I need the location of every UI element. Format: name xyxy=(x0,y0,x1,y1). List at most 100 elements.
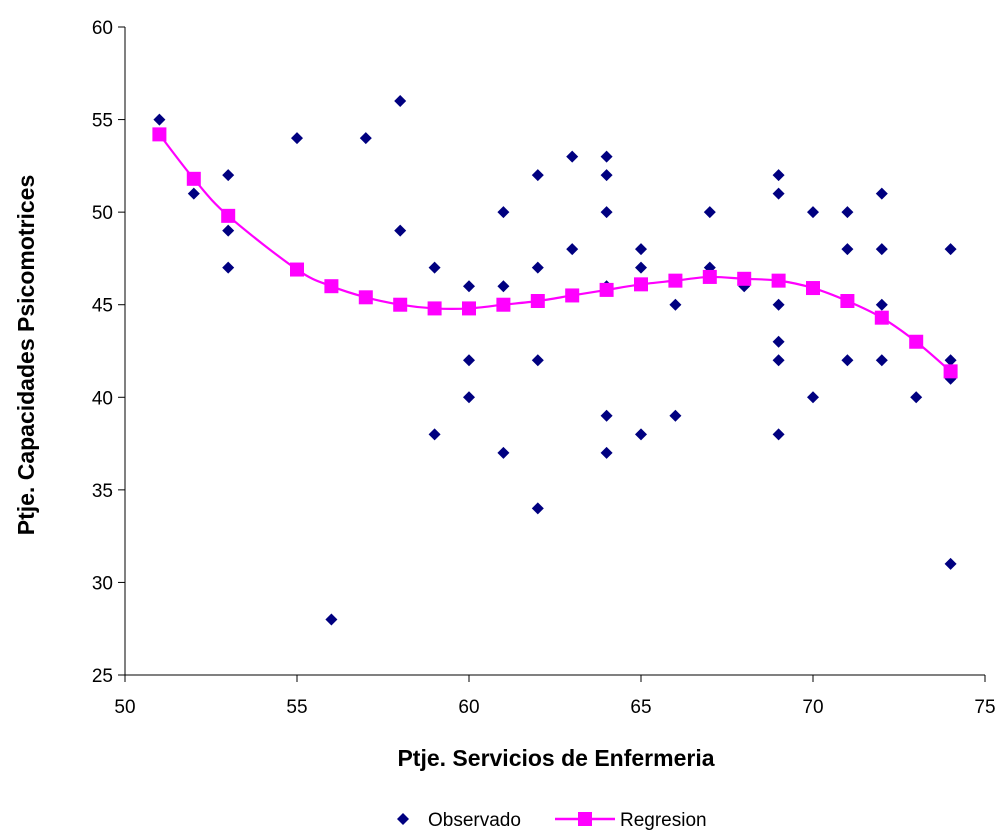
observado-point xyxy=(669,409,682,422)
regresion-point xyxy=(496,297,511,312)
regresion-point xyxy=(358,290,373,305)
observado-point xyxy=(531,502,544,515)
legend-regresion-marker xyxy=(578,812,592,826)
y-tick-label: 25 xyxy=(92,666,113,687)
x-tick-label: 70 xyxy=(802,697,823,718)
observado-point xyxy=(635,261,647,274)
y-tick-label: 50 xyxy=(92,203,113,224)
regresion-point xyxy=(152,127,167,142)
observado-point xyxy=(566,243,579,256)
regresion-point xyxy=(840,294,855,309)
x-tick-label: 50 xyxy=(114,697,135,718)
observado-point xyxy=(841,354,854,367)
observado-point xyxy=(600,446,613,459)
observado-point xyxy=(772,187,785,200)
observado-point xyxy=(222,224,235,237)
observado-point xyxy=(463,280,475,293)
regresion-point xyxy=(530,294,545,309)
observado-point xyxy=(325,613,338,626)
regresion-point xyxy=(874,310,889,325)
observado-point xyxy=(772,354,785,367)
observado-point xyxy=(772,428,785,441)
x-axis: 50 55 60 65 70 75 xyxy=(114,674,996,718)
observado-point xyxy=(669,298,682,311)
observado-point xyxy=(875,354,888,367)
regresion-point xyxy=(806,281,820,296)
y-tick-label: 55 xyxy=(92,111,113,132)
observado-point xyxy=(291,132,303,145)
regresion-point xyxy=(565,288,580,303)
observado-point xyxy=(841,206,854,219)
observado-point xyxy=(153,113,166,126)
observado-point xyxy=(187,187,200,200)
y-tick-label: 45 xyxy=(92,296,113,317)
y-tick-label: 60 xyxy=(92,18,113,39)
observado-point xyxy=(875,187,888,200)
observado-point xyxy=(497,206,510,219)
regresion-point xyxy=(771,273,786,288)
legend-observado-label: Observado xyxy=(428,810,521,831)
observado-point xyxy=(463,354,475,367)
observado-point xyxy=(531,261,544,274)
observado-point xyxy=(807,206,819,219)
regresion-point xyxy=(427,301,442,316)
regresion-point xyxy=(737,271,752,286)
regresion-point xyxy=(462,301,476,316)
regresion-point xyxy=(290,262,304,277)
series-regresion xyxy=(152,127,958,379)
observado-point xyxy=(772,169,785,182)
legend-observado-marker xyxy=(397,813,409,825)
observado-point xyxy=(222,261,235,274)
regresion-point xyxy=(943,364,958,379)
observado-point xyxy=(944,354,957,367)
observado-point xyxy=(841,243,854,256)
x-tick-label: 60 xyxy=(458,697,479,718)
observado-point xyxy=(703,206,716,219)
legend: Observado Regresion xyxy=(397,810,707,831)
observado-point xyxy=(600,206,613,219)
observado-point xyxy=(428,428,441,441)
y-tick-label: 35 xyxy=(92,481,113,502)
observado-point xyxy=(497,280,510,293)
regresion-point xyxy=(599,282,614,297)
series-observado xyxy=(153,95,957,626)
observado-point xyxy=(600,169,613,182)
observado-point xyxy=(875,243,888,256)
x-axis-title: Ptje. Servicios de Enfermeria xyxy=(397,745,714,771)
regresion-line xyxy=(158,133,952,373)
observado-point xyxy=(772,335,785,348)
observado-point xyxy=(772,298,785,311)
regresion-point xyxy=(909,334,924,349)
observado-point xyxy=(944,557,957,570)
regresion-point xyxy=(186,171,201,186)
observado-point xyxy=(910,391,923,404)
observado-point xyxy=(600,150,613,163)
observado-point xyxy=(394,95,407,108)
observado-point xyxy=(566,150,579,163)
observado-point xyxy=(497,446,510,459)
y-tick-label: 30 xyxy=(92,573,113,594)
regresion-point xyxy=(324,279,339,294)
regresion-point xyxy=(221,208,236,223)
observado-point xyxy=(359,132,372,145)
y-axis: 25 30 35 40 45 50 55 60 xyxy=(92,18,126,687)
observado-point xyxy=(531,169,544,182)
observado-point xyxy=(463,391,475,404)
observado-point xyxy=(222,169,235,182)
observado-point xyxy=(428,261,441,274)
y-axis-title: Ptje. Capacidades Psicomotrices xyxy=(13,175,39,536)
regresion-point xyxy=(393,297,408,312)
legend-regresion-label: Regresion xyxy=(620,810,707,831)
regresion-point xyxy=(668,273,683,288)
observado-point xyxy=(394,224,407,237)
observado-point xyxy=(944,243,957,256)
y-tick-label: 40 xyxy=(92,388,113,409)
observado-point xyxy=(635,428,647,441)
observado-point xyxy=(875,298,888,311)
observado-point xyxy=(807,391,819,404)
x-tick-label: 65 xyxy=(630,697,651,718)
observado-point xyxy=(531,354,544,367)
regresion-point xyxy=(634,277,648,292)
observado-point xyxy=(635,243,647,256)
